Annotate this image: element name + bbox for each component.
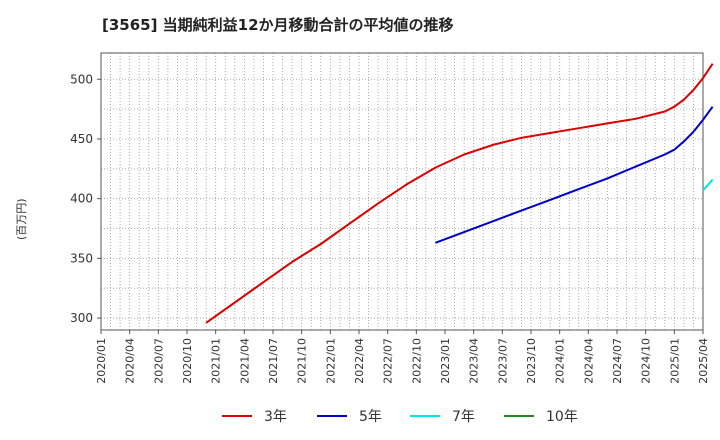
legend-swatch-5y (317, 415, 347, 417)
legend-label-7y: 7年 (452, 409, 475, 425)
x-tick-label: 2024/07 (611, 338, 624, 384)
legend-item-5y: 5年 (317, 404, 382, 428)
legend: 3年 5年 7年 10年 (0, 404, 720, 428)
x-tick-label: 2020/04 (124, 338, 137, 384)
legend-label-5y: 5年 (359, 409, 382, 425)
x-tick-label: 2025/01 (668, 338, 681, 384)
x-tick-label: 2020/07 (152, 338, 165, 384)
x-tick-label: 2023/01 (439, 338, 452, 384)
plot-frame (100, 52, 704, 331)
y-tick-label: 350 (70, 251, 93, 265)
legend-label-3y: 3年 (264, 409, 287, 425)
x-tick-label: 2023/10 (525, 338, 538, 384)
y-tick-label: 300 (70, 311, 93, 325)
x-tick-label: 2023/07 (496, 338, 509, 384)
series-line-1 (435, 106, 714, 244)
axes: 300 350 400 450 500 2020/01 2020/04 2020/07 2020… (70, 72, 710, 383)
line-chart: 300 350 400 450 500 2020/01 2020/04 2020/07 2020… (70, 52, 714, 384)
series-line-0 (205, 63, 714, 324)
grid (101, 53, 703, 330)
x-tick-label: 2021/04 (238, 338, 251, 384)
legend-item-10y: 10年 (504, 404, 578, 428)
x-tick-label: 2021/07 (267, 338, 280, 384)
legend-item-3y: 3年 (222, 404, 287, 428)
x-tick-label: 2020/10 (181, 338, 194, 384)
legend-swatch-7y (410, 415, 440, 417)
x-tick-label: 2024/10 (640, 338, 653, 384)
x-tick-label: 2021/01 (210, 338, 223, 384)
x-tick-label: 2021/10 (296, 338, 309, 384)
x-tick-label: 2022/01 (324, 338, 337, 384)
legend-swatch-3y (222, 415, 252, 417)
x-tick-label: 2023/04 (468, 338, 481, 384)
x-tick-label: 2020/01 (95, 338, 108, 384)
x-tick-label: 2022/04 (353, 338, 366, 384)
x-tick-label: 2024/04 (582, 338, 595, 384)
series (205, 63, 714, 324)
legend-swatch-10y (504, 415, 534, 417)
x-tick-label: 2025/04 (697, 338, 710, 384)
x-tick-label: 2024/01 (554, 338, 567, 384)
x-tick-label: 2022/10 (410, 338, 423, 384)
legend-item-7y: 7年 (410, 404, 475, 428)
series-line-2 (702, 178, 714, 191)
chart-title: [3565] 当期純利益12か月移動合計の平均値の推移 (102, 16, 454, 34)
x-tick-label: 2022/07 (382, 338, 395, 384)
y-tick-label: 400 (70, 192, 93, 206)
legend-label-10y: 10年 (546, 409, 578, 425)
y-tick-label: 450 (70, 132, 93, 146)
y-tick-label: 500 (70, 72, 93, 86)
